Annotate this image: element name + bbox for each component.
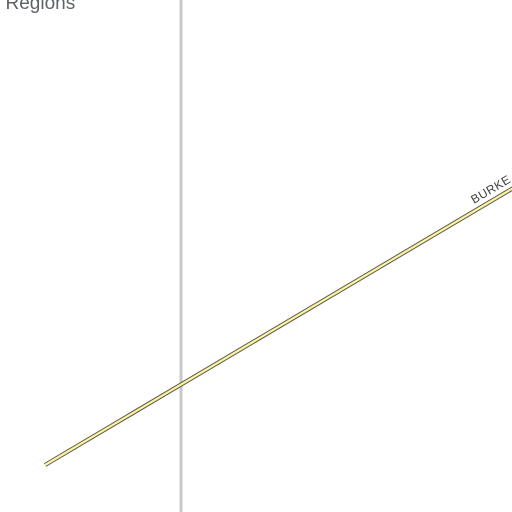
road-burke[interactable] xyxy=(43,186,512,467)
region-label: l Regions xyxy=(0,0,75,14)
road-fill xyxy=(44,187,512,466)
